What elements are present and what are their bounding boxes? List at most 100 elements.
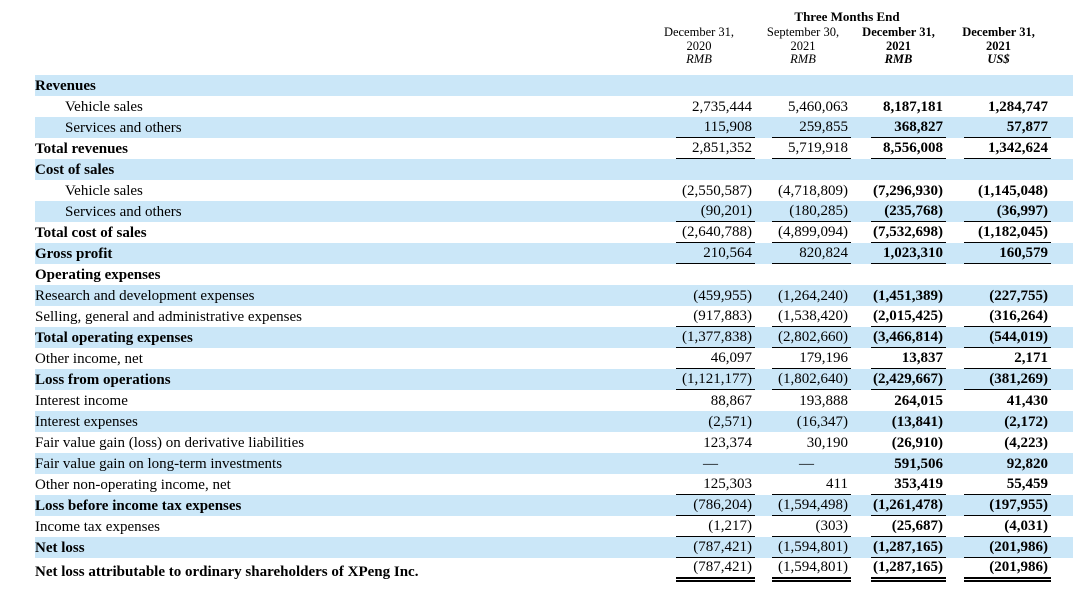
row-label: Services and others [65,203,182,220]
row-label: Net loss [35,539,85,556]
row-label: Vehicle sales [65,98,143,115]
column-year: 2021 [790,38,816,53]
cell-amount: 46,097 [676,349,755,369]
cell-amount: 160,579 [964,244,1052,264]
row-label: Other non-operating income, net [35,476,231,493]
cell-amount: (2,550,587) [682,182,752,199]
cell-value [755,159,851,180]
spacer-cell [1051,390,1073,411]
cell-amount: 115,908 [676,118,755,138]
table-row: Revenues [35,74,1074,96]
spacer-cell [1051,516,1073,537]
cell-value: (1,594,801) [755,537,851,558]
table-row: Services and others 115,908 259,855 368,827… [35,116,1074,138]
spacer-cell [1051,348,1073,369]
column-header-4: December 31, 2021 US$ [946,25,1051,75]
cell-value: 8,556,008 [851,138,946,159]
cell-value: (3,466,814) [851,327,946,348]
row-label: Interest income [35,392,128,409]
spacer-cell [1051,180,1073,201]
cell-amount: (2,172) [1004,413,1049,430]
cell-amount: (36,997) [964,202,1052,222]
period-group-row: Three Months End [35,10,1073,25]
cell-value: (7,296,930) [851,180,946,201]
cell-amount: 123,374 [703,434,752,451]
cell-amount: (544,019) [964,328,1052,348]
cell-amount: (1,287,165) [871,538,946,558]
cell-value: (1,145,048) [946,180,1051,201]
spacer-cell [1051,243,1073,264]
cell-value: 57,877 [946,117,1052,138]
cell-amount: (1,217) [676,517,755,537]
column-date: September 30, [766,25,840,39]
cell-value: (917,883) [643,306,755,327]
cell-amount: (4,899,094) [772,223,851,243]
spacer-cell [1051,306,1073,327]
cell-amount: (917,883) [676,307,755,327]
row-label: Other income, net [35,350,143,367]
cell-value: 125,303 [643,474,755,495]
cell-value: (2,172) [946,411,1051,432]
cell-amount: (1,802,640) [772,370,851,390]
cell-amount: (1,287,165) [871,558,946,582]
column-year: 2021 [986,38,1012,53]
cell-value [851,75,946,96]
column-header-1: December 31, 2020 RMB [643,25,755,75]
table-row: Operating expenses [35,264,1073,285]
cell-value [643,264,755,285]
cell-value: (16,347) [755,411,851,432]
row-label: Interest expenses [35,413,138,430]
cell-amount: 13,837 [871,349,946,369]
table-body: Revenues Vehicle sales 2,735,444 5,460,063 8… [35,74,1074,582]
cell-value: 88,867 [643,390,755,411]
column-header-row: December 31, 2020 RMB September 30, 2021 RMB D… [35,25,1073,75]
row-label: Net loss attributable to ordinary shareh… [35,563,419,580]
cell-amount: 2,171 [964,349,1052,369]
spacer-cell [1051,10,1073,25]
spacer-cell [1051,201,1073,222]
table-row: Interest expenses (2,571) (16,347) (13,841)… [35,410,1074,432]
cell-amount: 5,460,063 [788,98,848,115]
table-row: Loss before income tax expenses (786,204)… [35,494,1074,516]
cell-amount: 92,820 [1006,455,1049,472]
cell-amount: — [799,455,814,472]
row-label: Operating expenses [35,266,161,283]
cell-amount: (201,986) [964,538,1052,558]
row-label: Total cost of sales [35,224,147,241]
cell-value: (2,640,788) [643,222,755,243]
cell-value: (1,264,240) [755,285,851,306]
cell-amount: 2,851,352 [676,139,755,159]
table-row: Other non-operating income, net 125,303 41… [35,474,1073,495]
spacer-cell [1051,159,1073,180]
cell-amount: (1,594,801) [772,538,851,558]
cell-amount: 264,015 [894,392,943,409]
financial-statement-page: Three Months End December 31, 2020 RMB Sept… [35,10,1074,582]
cell-value [946,159,1051,180]
cell-value: 591,506 [851,453,946,474]
spacer-cell [1051,537,1073,558]
cell-value: 1,023,310 [851,243,946,264]
column-currency: RMB [686,52,712,66]
cell-value: 30,190 [755,432,851,453]
period-group-header: Three Months End [794,9,900,24]
cell-amount: (4,223) [1004,434,1049,451]
table-row: Other income, net 46,097 179,196 13,837 2,17… [35,348,1073,369]
column-date: December 31, [962,25,1035,39]
spacer-cell [1051,264,1073,285]
cell-value [755,264,851,285]
table-row: Gross profit 210,564 820,824 1,023,310 160,5… [35,242,1074,264]
cell-amount: (1,451,389) [873,287,943,304]
cell-value: (303) [755,516,851,537]
table-row: Vehicle sales (2,550,587) (4,718,809) (7,29… [35,180,1073,201]
cell-value: 1,284,747 [946,96,1051,117]
cell-amount: 368,827 [871,118,946,138]
spacer-cell [1051,25,1073,75]
column-header-3: December 31, 2021 RMB [851,25,946,75]
spacer-cell [1051,495,1073,516]
cell-value: (316,264) [946,306,1052,327]
cell-amount: 1,284,747 [988,98,1049,115]
cell-amount: 1,342,624 [964,139,1052,159]
cell-amount: 88,867 [710,392,752,409]
cell-value [946,264,1051,285]
cell-value [851,264,946,285]
